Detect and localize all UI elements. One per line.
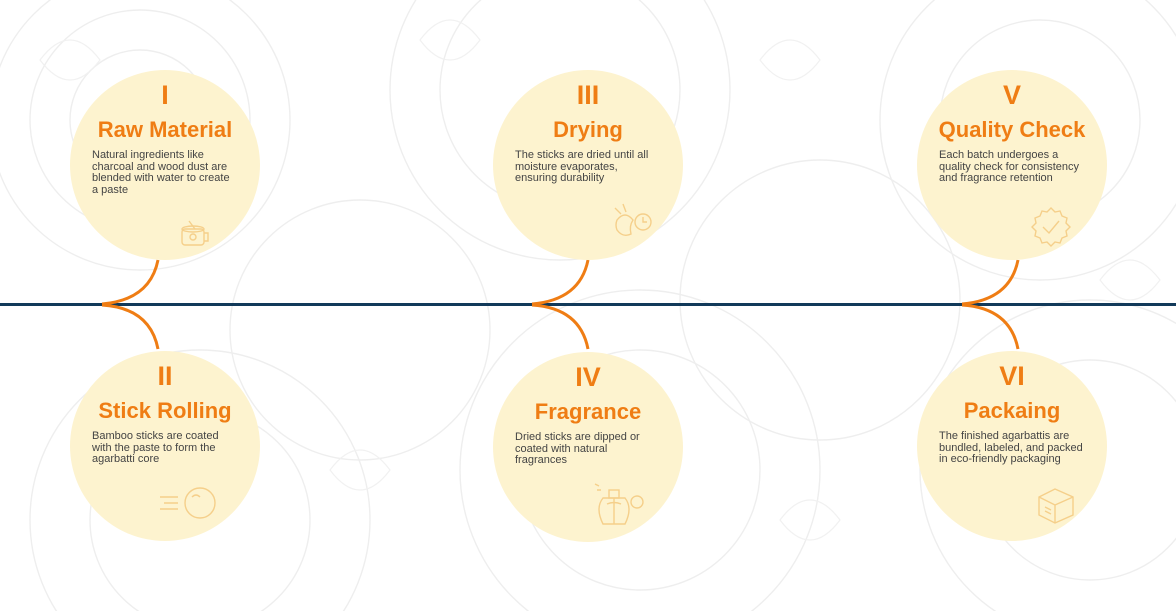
connector-step-2 xyxy=(101,303,160,350)
step-numeral: II xyxy=(157,361,173,391)
perfume-bottle-icon xyxy=(594,483,644,525)
step-numeral: IV xyxy=(575,362,601,392)
step-description: Bamboo sticks are coated with the paste … xyxy=(92,430,219,465)
step-numeral: V xyxy=(1002,80,1021,110)
step-description: The finished agarbattis are bundled, lab… xyxy=(939,430,1083,465)
step-numeral: I xyxy=(161,80,169,110)
step-title: Stick Rolling xyxy=(98,398,232,423)
connector-step-1 xyxy=(101,259,160,306)
step-raw-material: I Raw Material Natural ingredients like … xyxy=(70,70,260,260)
step-title: Raw Material xyxy=(97,117,233,142)
step-title: Drying xyxy=(553,117,623,142)
step-numeral: VI xyxy=(999,361,1025,391)
step-description: The sticks are dried until all moisture … xyxy=(515,149,649,184)
package-box-icon xyxy=(1038,488,1074,524)
step-fragrance: IV Fragrance Dried sticks are dipped or … xyxy=(493,352,683,542)
connector-step-6 xyxy=(961,303,1020,350)
step-description: Natural ingredients like charcoal and wo… xyxy=(92,149,230,196)
connector-step-5 xyxy=(961,259,1020,306)
mixing-bowl-icon xyxy=(181,220,209,246)
step-drying: III Drying The sticks are dried until al… xyxy=(493,70,683,260)
step-numeral: III xyxy=(576,80,600,110)
step-packaging: VI Packaing The finished agarbattis are … xyxy=(917,351,1107,541)
step-quality-check: V Quality Check Each batch undergoes a q… xyxy=(917,70,1107,260)
step-title: Quality Check xyxy=(938,117,1086,142)
step-description: Dried sticks are dipped or coated with n… xyxy=(515,431,640,466)
step-title: Fragrance xyxy=(534,399,642,424)
step-description: Each batch undergoes a quality check for… xyxy=(939,149,1080,184)
rolling-ball-icon xyxy=(160,487,216,519)
drying-timer-icon xyxy=(614,203,652,237)
quality-badge-icon xyxy=(1031,207,1071,247)
connector-step-3 xyxy=(531,259,590,306)
step-title: Packaing xyxy=(963,398,1061,423)
connector-step-4 xyxy=(531,303,590,350)
step-stick-rolling: II Stick Rolling Bamboo sticks are coate… xyxy=(70,351,260,541)
